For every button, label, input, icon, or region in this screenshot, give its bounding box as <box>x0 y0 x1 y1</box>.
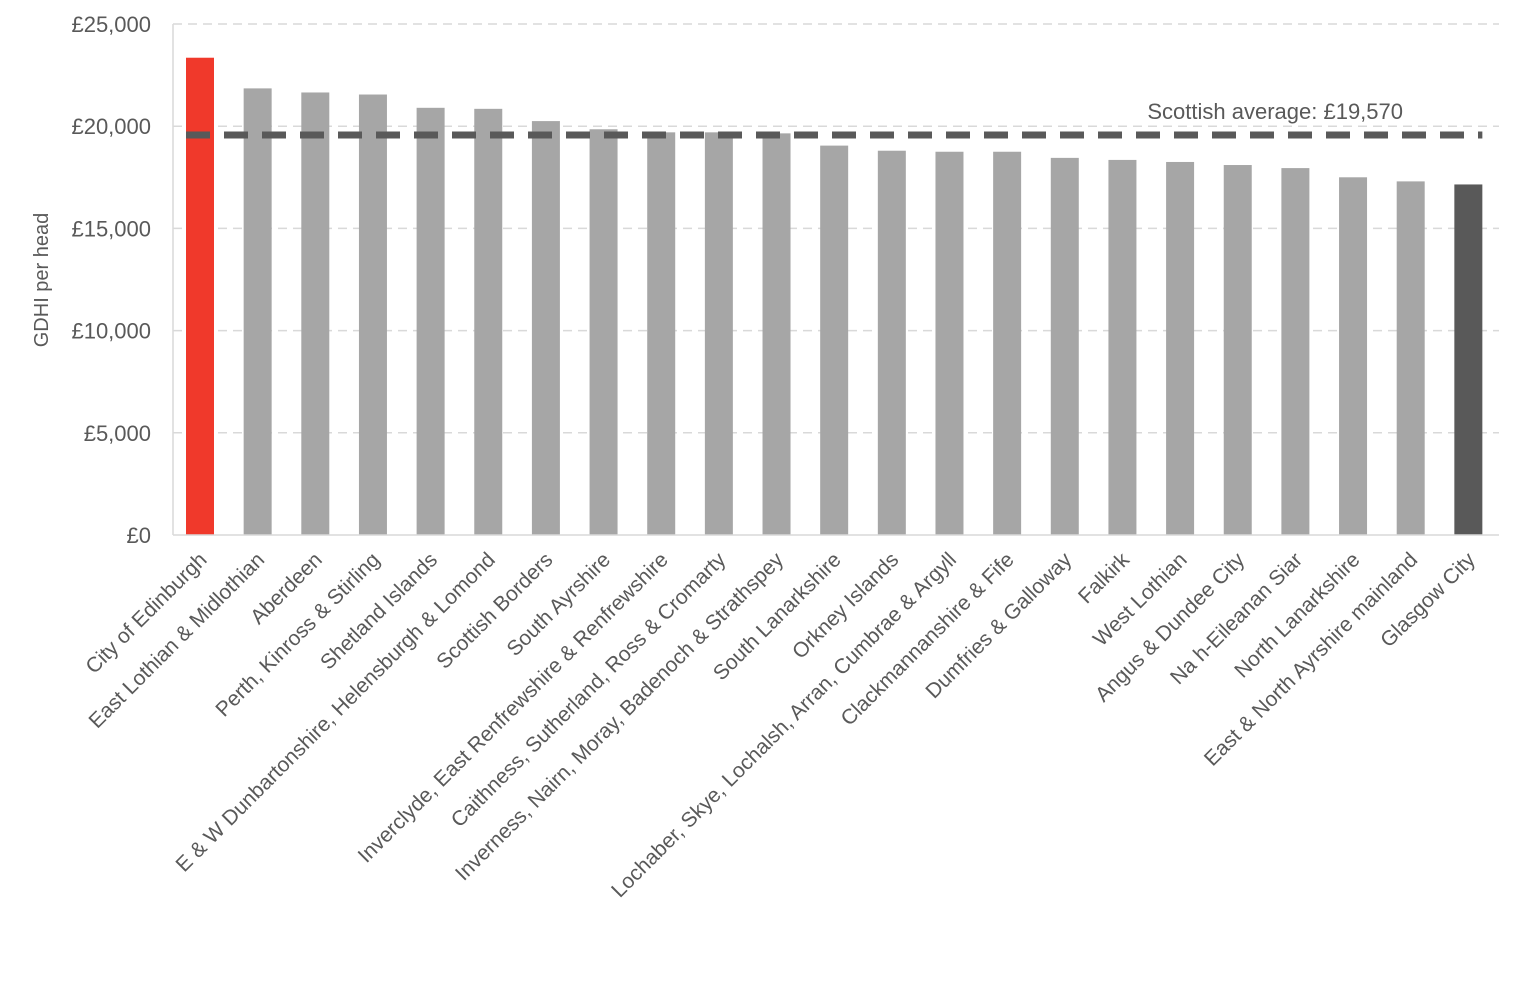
bars <box>186 57 1483 536</box>
bar <box>935 151 964 535</box>
bar <box>358 94 387 535</box>
bar <box>1223 165 1252 535</box>
bar <box>186 57 214 535</box>
bar <box>1396 181 1425 535</box>
bar <box>877 150 906 535</box>
bar <box>301 92 330 535</box>
bar <box>647 132 676 535</box>
bar <box>474 108 503 536</box>
y-tick-label: £5,000 <box>84 421 151 446</box>
bar <box>416 107 445 535</box>
bar <box>1454 184 1483 536</box>
y-tick-label: £10,000 <box>71 319 151 344</box>
bar <box>1108 159 1137 535</box>
bar <box>762 133 791 535</box>
y-axis-title: GDHI per head <box>31 213 53 348</box>
bar <box>820 145 849 536</box>
y-tick-label: £25,000 <box>71 12 151 37</box>
bar <box>1339 177 1368 536</box>
bar <box>531 121 560 535</box>
bar <box>589 129 618 536</box>
x-tick-label: East & North Ayrshire mainland <box>1200 548 1422 770</box>
bar <box>243 88 272 536</box>
y-tick-label: £15,000 <box>71 216 151 241</box>
bar <box>1166 161 1195 535</box>
bar <box>704 132 733 535</box>
y-axis: £0 £5,000 £10,000 £15,000 £20,000 £25,000 <box>71 12 174 548</box>
bar <box>1050 157 1079 535</box>
y-tick-label: £20,000 <box>71 114 151 139</box>
bar <box>993 151 1022 535</box>
bar <box>1281 168 1310 536</box>
y-tick-label: £0 <box>127 523 151 548</box>
x-tick-label: South Ayrshire <box>503 548 616 661</box>
scottish-average-label: Scottish average: £19,570 <box>1147 99 1403 124</box>
